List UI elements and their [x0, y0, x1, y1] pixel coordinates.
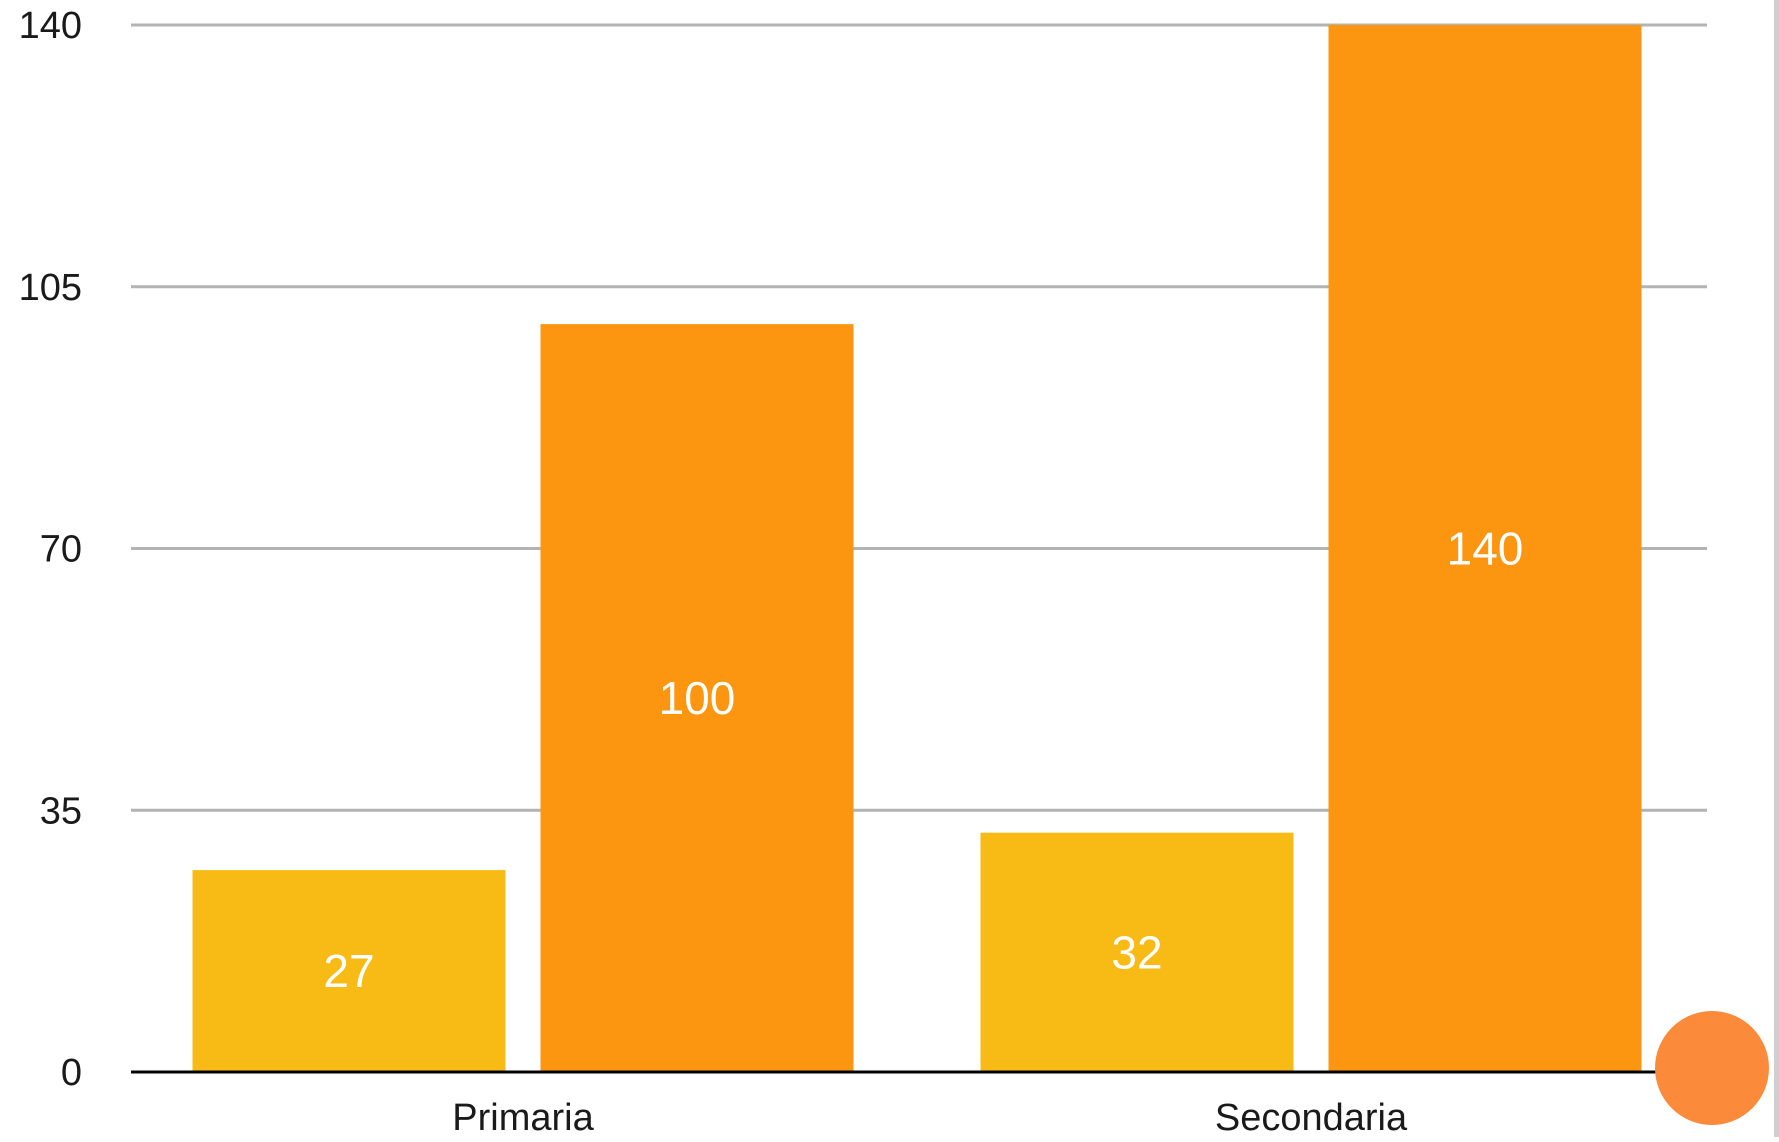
- y-tick-label: 70: [40, 529, 82, 571]
- y-tick-label: 105: [19, 267, 82, 309]
- bars: [192, 25, 1642, 1073]
- bar: [192, 870, 506, 1072]
- bar: [980, 832, 1294, 1072]
- bar-value-labels: 27 100 32 140: [323, 523, 1523, 998]
- y-tick-label: 35: [40, 790, 82, 832]
- bar-value-label: 100: [659, 672, 736, 724]
- y-axis-ticks: 0 35 70 105 140: [19, 5, 82, 1094]
- right-edge-strip: [1774, 0, 1779, 1137]
- bar-value-label: 140: [1447, 523, 1524, 575]
- bar: [540, 324, 854, 1073]
- y-tick-label: 140: [19, 5, 82, 47]
- x-axis-categories: Primaria Secondaria: [452, 1097, 1408, 1139]
- x-category-label: Secondaria: [1215, 1097, 1408, 1137]
- y-tick-label: 0: [61, 1052, 82, 1094]
- x-category-label: Primaria: [452, 1097, 594, 1137]
- bar-value-label: 27: [323, 945, 374, 997]
- corner-circle: [1655, 1011, 1769, 1125]
- bar-value-label: 32: [1111, 926, 1162, 978]
- bar: [1328, 25, 1642, 1072]
